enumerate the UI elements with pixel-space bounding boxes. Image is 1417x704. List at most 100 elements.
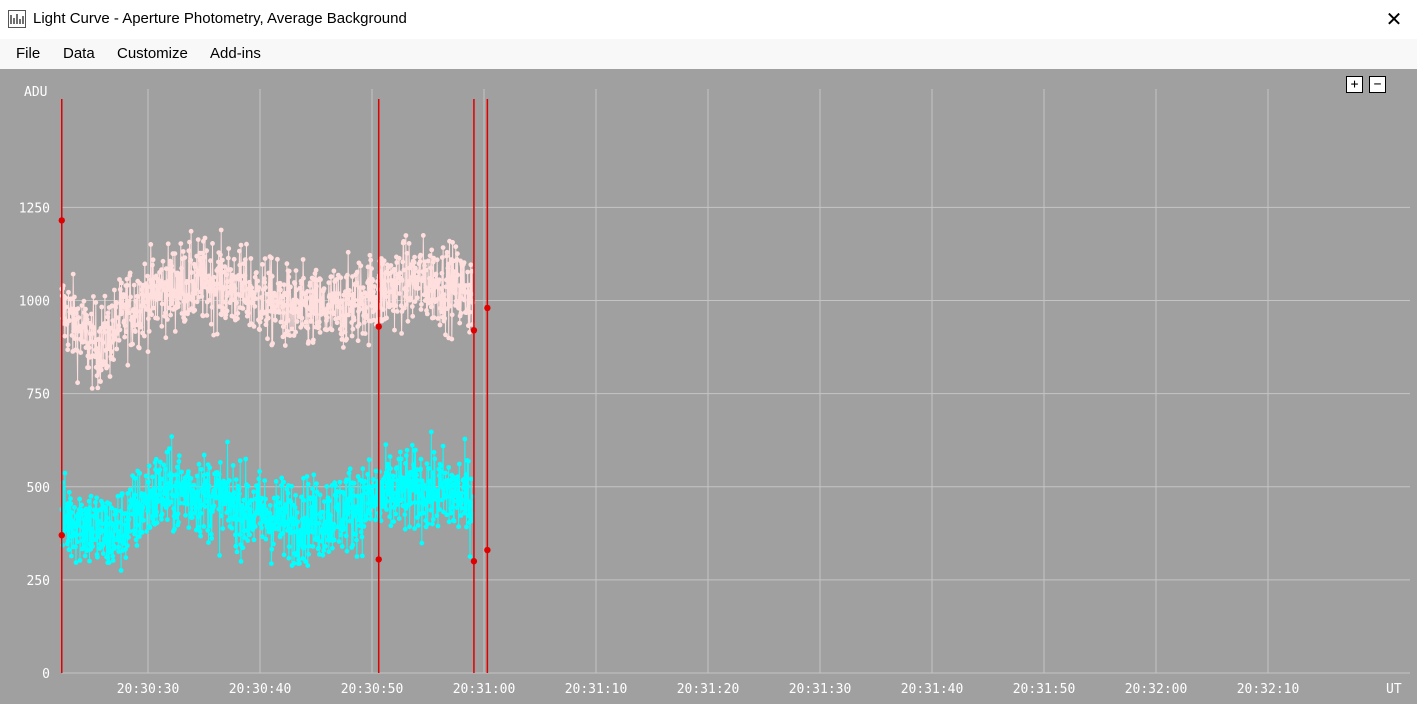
data-point xyxy=(62,333,68,339)
data-point xyxy=(131,282,137,288)
data-point xyxy=(188,257,194,263)
data-point xyxy=(275,256,280,262)
data-point xyxy=(345,272,350,278)
data-point xyxy=(217,553,223,558)
data-point xyxy=(168,301,174,307)
data-point xyxy=(389,303,395,308)
data-point xyxy=(243,505,249,511)
data-point xyxy=(172,483,178,489)
menu-customize[interactable]: Customize xyxy=(117,45,188,62)
data-point xyxy=(186,469,191,474)
data-point xyxy=(210,241,215,246)
data-point xyxy=(229,499,235,505)
data-point xyxy=(428,507,434,513)
zoom-in-button[interactable]: + xyxy=(1346,76,1363,93)
data-point xyxy=(455,474,461,480)
data-point xyxy=(273,479,279,484)
data-point xyxy=(381,495,387,501)
data-point xyxy=(325,309,331,315)
data-point xyxy=(262,478,268,483)
data-point xyxy=(65,342,71,348)
data-point xyxy=(467,309,473,315)
marker-point xyxy=(470,558,478,565)
data-point xyxy=(209,536,215,541)
data-point xyxy=(73,560,79,565)
data-point xyxy=(267,282,273,287)
data-point xyxy=(114,301,119,307)
data-point xyxy=(442,297,448,303)
data-point xyxy=(217,285,223,291)
data-point xyxy=(234,508,240,514)
data-point xyxy=(259,495,265,501)
data-point xyxy=(284,486,290,492)
data-point xyxy=(384,315,389,321)
menu-add-ins[interactable]: Add-ins xyxy=(210,45,261,62)
data-point xyxy=(298,538,304,543)
data-point xyxy=(389,289,395,294)
data-point xyxy=(93,300,99,305)
y-tick-label: 500 xyxy=(27,481,50,496)
data-point xyxy=(172,293,177,299)
data-point xyxy=(415,515,420,520)
data-point xyxy=(173,515,179,520)
data-point xyxy=(269,561,274,566)
data-point xyxy=(211,503,217,509)
data-point xyxy=(416,483,422,489)
data-point xyxy=(450,489,456,494)
data-point xyxy=(418,466,423,472)
zoom-out-button[interactable]: − xyxy=(1369,76,1386,93)
data-point xyxy=(352,302,358,308)
data-point xyxy=(368,516,374,522)
data-point xyxy=(96,336,101,342)
data-point xyxy=(356,321,362,327)
data-point xyxy=(93,500,98,505)
data-point xyxy=(175,511,181,517)
data-point xyxy=(444,249,450,255)
data-point xyxy=(223,312,229,318)
data-point xyxy=(281,282,287,288)
data-point xyxy=(256,476,262,482)
data-point xyxy=(401,239,406,244)
x-tick-label: 20:31:40 xyxy=(901,682,964,697)
data-point xyxy=(95,346,100,352)
data-point xyxy=(358,263,364,269)
menu-data[interactable]: Data xyxy=(63,45,95,62)
data-point xyxy=(355,338,361,344)
data-point xyxy=(311,311,317,316)
data-point xyxy=(197,529,203,534)
data-point xyxy=(341,516,347,522)
data-point xyxy=(97,353,103,358)
data-point xyxy=(393,303,399,308)
data-point xyxy=(389,482,395,487)
data-point xyxy=(291,560,297,566)
data-point xyxy=(407,469,413,475)
data-point xyxy=(221,478,227,484)
data-point xyxy=(62,470,68,476)
data-point xyxy=(83,328,89,334)
data-point xyxy=(100,551,106,556)
data-point xyxy=(167,305,172,311)
data-point xyxy=(281,552,287,558)
data-point xyxy=(250,300,256,306)
data-point xyxy=(193,291,198,296)
data-point xyxy=(186,248,192,254)
data-point xyxy=(218,227,224,233)
data-point xyxy=(95,534,101,540)
light-curve-plot[interactable]: 0 250 500 750 1000 1250 20:30:30 20:30:40 20:30:… xyxy=(0,69,1417,704)
data-point xyxy=(425,258,431,264)
data-point xyxy=(183,512,189,518)
menu-file[interactable]: File xyxy=(16,45,41,62)
data-point xyxy=(141,303,147,309)
x-tick-label: 20:31:50 xyxy=(1013,682,1076,697)
data-point xyxy=(311,472,317,478)
data-point xyxy=(335,507,341,513)
light-curve-chart[interactable]: 0 250 500 750 1000 1250 20:30:30 20:30:40 20:30:… xyxy=(0,69,1417,704)
data-point xyxy=(313,512,319,517)
close-button[interactable]: ✕ xyxy=(1385,9,1403,31)
data-point xyxy=(75,306,81,312)
data-point xyxy=(190,279,196,284)
data-point xyxy=(84,317,90,322)
data-point xyxy=(108,548,114,554)
data-point xyxy=(136,501,142,507)
data-point xyxy=(351,493,357,498)
